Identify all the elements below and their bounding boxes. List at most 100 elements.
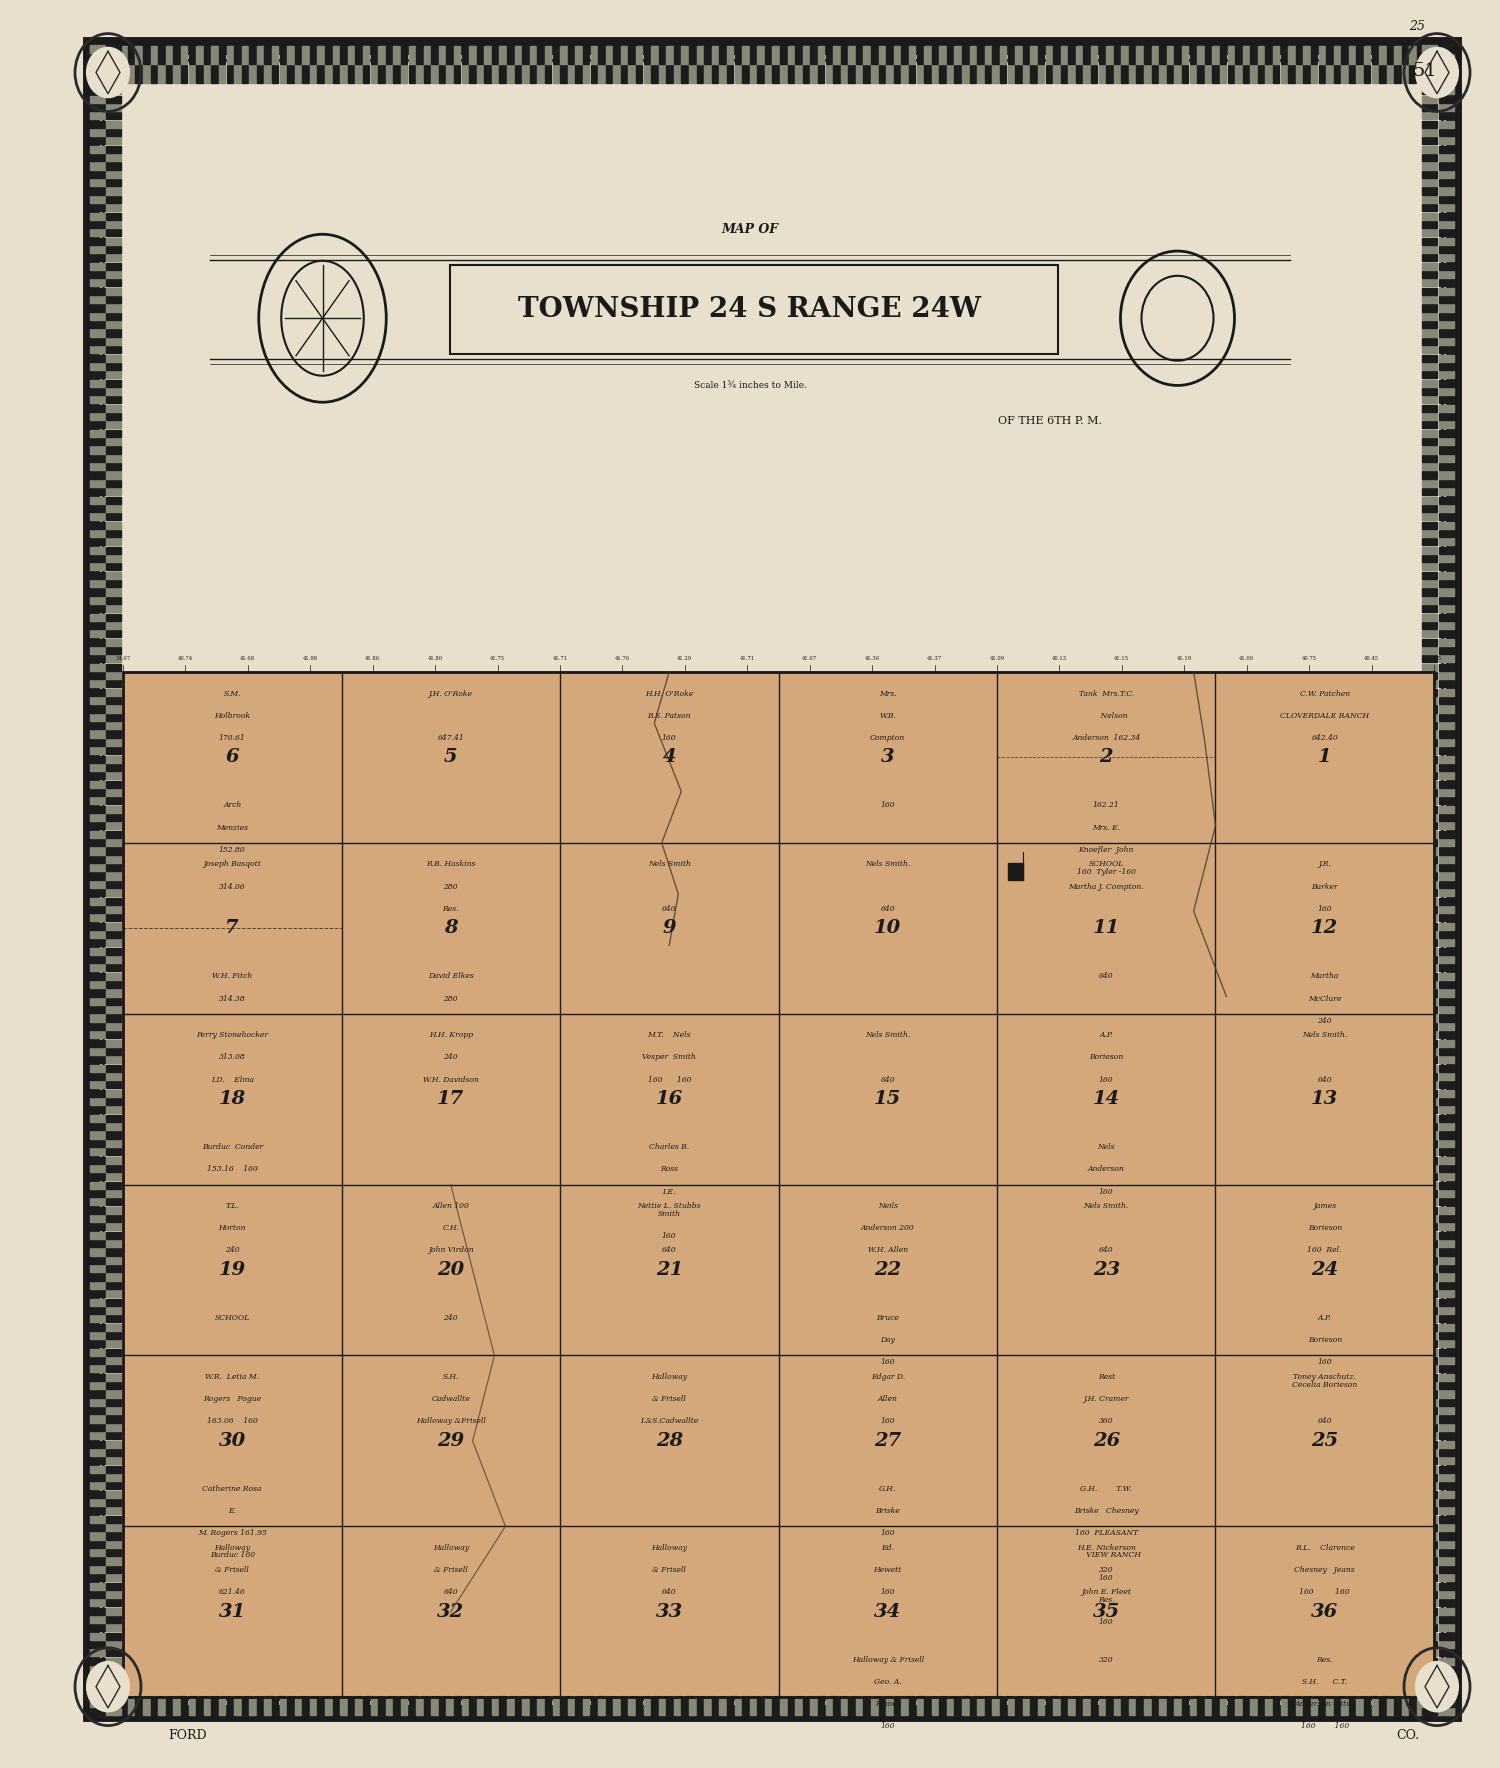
Bar <box>90 1107 105 1114</box>
Bar <box>120 65 128 83</box>
Bar <box>1438 497 1454 504</box>
Bar <box>340 65 346 83</box>
Bar <box>90 571 105 578</box>
Bar <box>303 1678 309 1696</box>
Bar <box>106 187 122 194</box>
Bar <box>106 748 122 755</box>
Bar <box>1422 295 1437 302</box>
Text: Smith: Smith <box>658 1209 681 1218</box>
Bar <box>1438 1616 1454 1623</box>
Bar <box>1438 781 1454 789</box>
Bar <box>90 1566 105 1574</box>
Bar <box>106 95 122 103</box>
Bar <box>658 1678 664 1696</box>
Bar <box>477 65 483 83</box>
Bar <box>447 1697 453 1715</box>
Text: 160        160: 160 160 <box>1300 1722 1348 1731</box>
Bar <box>120 46 128 64</box>
Bar <box>90 755 105 762</box>
Bar <box>567 1678 574 1696</box>
Bar <box>924 1678 930 1696</box>
Text: C.H.: C.H. <box>442 1223 459 1232</box>
Text: Charles B.: Charles B. <box>650 1144 690 1151</box>
Bar <box>1422 1432 1437 1439</box>
Text: H.H. O'Roke: H.H. O'Roke <box>645 690 693 698</box>
Bar <box>500 65 506 83</box>
Text: 160      160: 160 160 <box>648 1075 692 1084</box>
Bar <box>90 1239 105 1246</box>
Bar <box>90 62 105 69</box>
Bar <box>150 1697 158 1715</box>
Bar <box>788 65 794 83</box>
Bar <box>90 721 105 728</box>
Bar <box>765 1678 771 1696</box>
Bar <box>1422 338 1437 345</box>
Bar <box>400 65 408 83</box>
Bar <box>1448 1678 1454 1696</box>
Bar <box>1113 1697 1120 1715</box>
Bar <box>1438 237 1454 244</box>
Bar <box>106 120 122 127</box>
Bar <box>735 1697 741 1715</box>
Bar <box>864 1678 870 1696</box>
Bar <box>106 447 122 454</box>
Text: 19: 19 <box>219 1261 246 1278</box>
Bar <box>758 46 764 64</box>
Bar <box>522 46 528 64</box>
Bar <box>1438 1398 1454 1406</box>
Bar <box>90 479 105 486</box>
Bar <box>142 1678 150 1696</box>
Bar <box>135 1678 142 1696</box>
Bar <box>886 65 892 83</box>
Bar <box>1432 46 1438 64</box>
Bar <box>1422 203 1437 210</box>
Bar <box>440 1697 446 1715</box>
Bar <box>993 65 999 83</box>
Bar <box>1356 1678 1364 1696</box>
Bar <box>1422 488 1437 495</box>
Bar <box>1378 46 1386 64</box>
Bar <box>204 46 210 64</box>
Bar <box>182 1678 188 1696</box>
Bar <box>393 65 400 83</box>
Bar <box>90 872 105 879</box>
Bar <box>560 46 567 64</box>
Bar <box>106 1206 122 1213</box>
Text: Tank  Mrs.T.C.: Tank Mrs.T.C. <box>1078 690 1134 698</box>
Bar <box>378 65 384 83</box>
Bar <box>1422 555 1437 562</box>
Text: 13: 13 <box>1311 1091 1338 1109</box>
Bar <box>1438 1475 1454 1482</box>
Bar <box>166 1678 172 1696</box>
Bar <box>106 421 122 428</box>
Text: Day: Day <box>880 1337 896 1344</box>
Bar <box>1422 1524 1437 1531</box>
Text: A.P.: A.P. <box>1100 1031 1113 1040</box>
Text: OF THE 6TH P. M.: OF THE 6TH P. M. <box>998 415 1102 426</box>
Bar <box>1422 405 1437 412</box>
Bar <box>1281 1697 1287 1715</box>
Bar <box>106 1390 122 1397</box>
Bar <box>128 46 135 64</box>
Bar <box>1227 1678 1234 1696</box>
Bar <box>1378 65 1386 83</box>
Bar <box>1422 932 1437 939</box>
Bar <box>90 387 105 394</box>
Bar <box>818 65 825 83</box>
Bar <box>1023 46 1029 64</box>
Bar <box>696 1678 703 1696</box>
Bar <box>879 65 885 83</box>
Bar <box>106 1515 122 1522</box>
Bar <box>182 1697 188 1715</box>
Bar <box>90 1441 105 1448</box>
Bar <box>303 1697 309 1715</box>
Bar <box>1422 1123 1437 1130</box>
Bar <box>106 362 122 370</box>
Bar <box>408 65 416 83</box>
Bar <box>106 1324 122 1331</box>
Bar <box>106 1082 122 1089</box>
Bar <box>772 65 778 83</box>
Bar <box>378 1678 384 1696</box>
Bar <box>886 1697 892 1715</box>
Bar <box>688 1678 696 1696</box>
